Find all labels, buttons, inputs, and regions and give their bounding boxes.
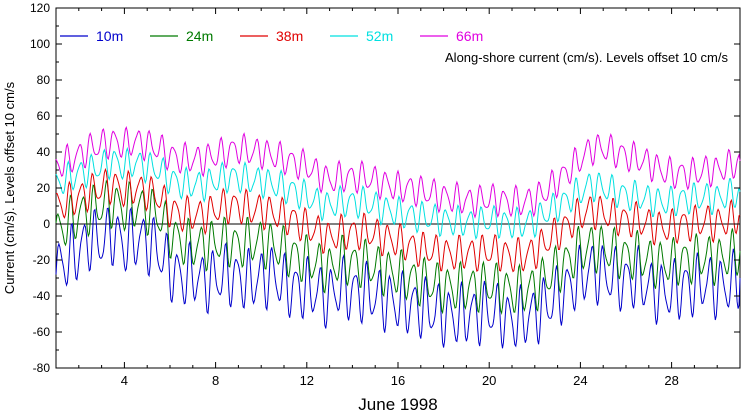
series-line-10m [55, 206, 741, 349]
legend: 10m 24m 38m 52m 66m [60, 28, 483, 44]
y-axis-ticks: -80 -60 -40 -20 0 20 40 60 80 100 120 [30, 1, 740, 375]
x-tick-label: 12 [300, 373, 314, 388]
x-tick-label: 8 [212, 373, 219, 388]
y-tick-label: 60 [37, 109, 51, 123]
series-line-52m [55, 146, 741, 240]
y-tick-label: -40 [33, 289, 51, 303]
x-tick-label: 4 [121, 373, 128, 388]
y-tick-label: 120 [30, 1, 50, 15]
y-tick-label: -80 [33, 361, 51, 375]
series-line-24m [55, 179, 741, 316]
annotation: Along-shore current (cm/s). Levels offse… [445, 50, 728, 65]
y-tick-label: 80 [37, 73, 51, 87]
x-tick-label: 20 [482, 373, 496, 388]
series-line-66m [55, 125, 741, 219]
y-tick-label: -60 [33, 325, 51, 339]
legend-label-66m: 66m [456, 28, 483, 44]
legend-label-52m: 52m [366, 28, 393, 44]
x-axis-ticks: 4 8 12 16 20 24 28 [55, 8, 741, 388]
y-tick-label: 100 [30, 37, 50, 51]
y-tick-label: 0 [43, 217, 50, 231]
y-tick-label: -20 [33, 253, 51, 267]
legend-label-24m: 24m [186, 28, 213, 44]
series-line-38m [55, 167, 741, 273]
x-tick-label: 24 [573, 373, 587, 388]
legend-label-10m: 10m [96, 28, 123, 44]
series-layer [55, 125, 741, 349]
legend-label-38m: 38m [276, 28, 303, 44]
x-axis-label: June 1998 [358, 395, 437, 414]
x-tick-label: 16 [391, 373, 405, 388]
x-tick-label: 28 [664, 373, 678, 388]
y-axis-label: Current (cm/s). Levels offset 10 cm/s [2, 81, 17, 294]
y-tick-label: 40 [37, 145, 51, 159]
y-tick-label: 20 [37, 181, 51, 195]
